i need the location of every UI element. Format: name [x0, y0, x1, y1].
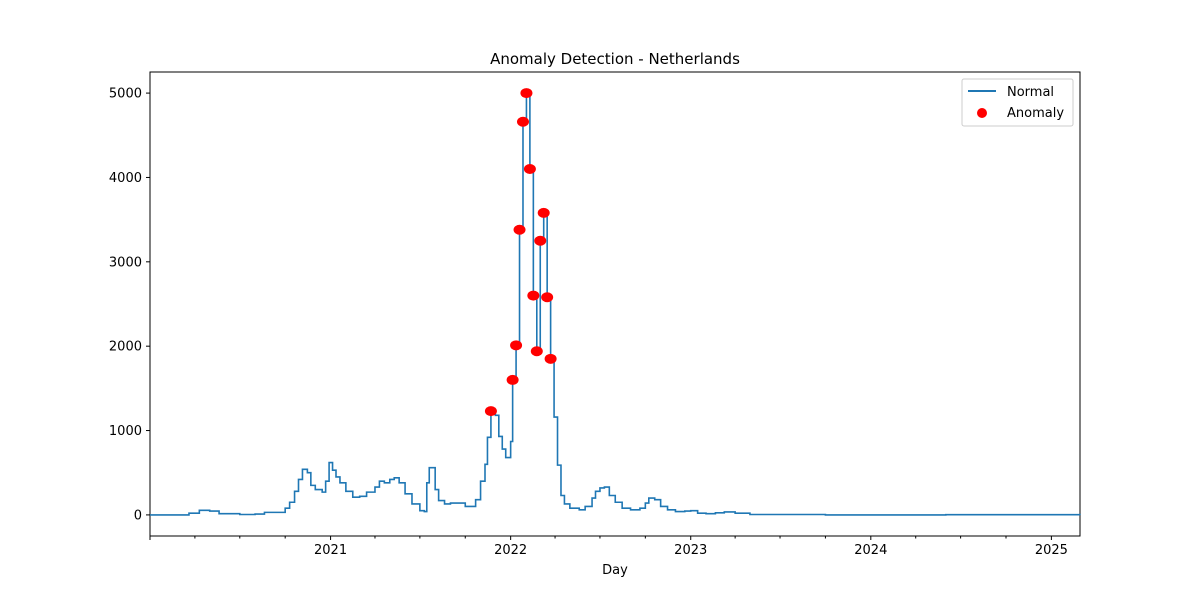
chart-title: Anomaly Detection - Netherlands: [490, 50, 740, 68]
x-axis: 2021 2022 2023 2024 2025: [149, 536, 1068, 558]
anomaly-point: [534, 235, 547, 246]
x-tick-label: 2024: [854, 543, 887, 558]
legend-normal-label: Normal: [1007, 85, 1054, 100]
anomaly-point: [513, 224, 526, 235]
legend-anomaly-swatch: [977, 108, 987, 118]
anomaly-point: [520, 88, 533, 99]
plot-content: [150, 88, 1081, 516]
anomaly-point: [537, 207, 550, 218]
anomaly-point: [516, 116, 529, 127]
anomaly-point: [541, 292, 554, 303]
x-tick-label: 2022: [494, 543, 527, 558]
x-tick-label: 2023: [674, 543, 707, 558]
anomaly-point: [544, 353, 557, 364]
y-tick-label: 2000: [109, 340, 142, 355]
legend-anomaly-label: Anomaly: [1007, 106, 1064, 121]
plot-area: [149, 71, 1081, 537]
anomaly-point: [523, 164, 536, 175]
y-tick-label: 3000: [109, 255, 142, 270]
y-tick-label: 4000: [109, 171, 142, 186]
y-tick-label: 5000: [109, 87, 142, 102]
anomaly-point: [527, 290, 540, 301]
normal-series-line: [150, 92, 1081, 516]
x-tick-label: 2021: [314, 543, 347, 558]
y-tick-label: 0: [134, 508, 142, 523]
anomaly-point: [530, 346, 543, 357]
anomaly-point: [484, 406, 497, 417]
x-axis-label: Day: [602, 563, 628, 578]
anomaly-point: [510, 340, 523, 351]
legend: Normal Anomaly: [961, 78, 1074, 127]
y-tick-label: 1000: [109, 424, 142, 439]
anomaly-point: [506, 374, 519, 385]
anomaly-series: [484, 88, 557, 417]
y-axis: 0 1000 2000 3000 4000 5000: [109, 87, 150, 523]
x-tick-label: 2025: [1035, 543, 1068, 558]
